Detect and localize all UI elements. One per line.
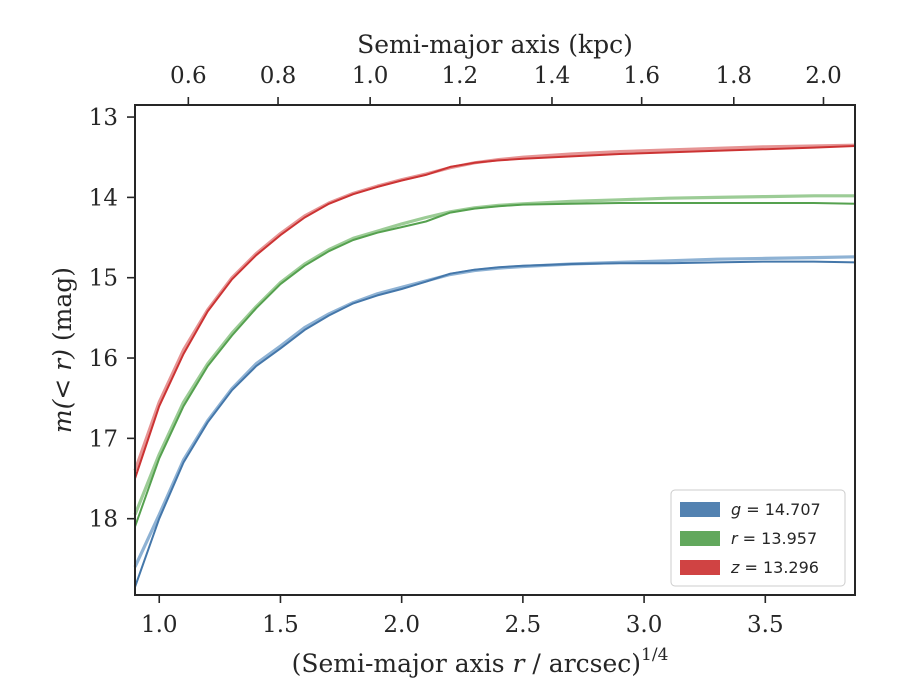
y-tick-label: 13	[89, 105, 118, 131]
top-x-axis-title: Semi-major axis (kpc)	[357, 30, 633, 59]
legend-label-r: r = 13.957	[731, 529, 817, 548]
y-tick-label: 17	[89, 426, 118, 452]
top-tick-label: 1.8	[715, 63, 752, 89]
series-fit-line-z	[133, 143, 856, 472]
top-x-axis: 0.6 0.8 1.0 1.2 1.4 1.6 1.8 2.0	[170, 63, 842, 105]
x-tick-label: 3.5	[747, 612, 784, 638]
x-tick-label: 2.0	[383, 612, 420, 638]
xlabel-tail: / arcsec)	[524, 649, 641, 678]
xlabel-main: (Semi-major axis	[292, 649, 513, 678]
series-line-g	[134, 260, 856, 588]
x-tick-label: 2.5	[505, 612, 542, 638]
xlabel-exponent: 1/4	[641, 645, 668, 665]
series-fit-line-r	[133, 194, 855, 516]
top-tick-label: 1.0	[352, 63, 389, 89]
legend-swatch-g	[680, 502, 720, 517]
xlabel-var: r	[513, 649, 527, 678]
y-axis-title: m(< r) (mag)	[48, 267, 77, 433]
ylabel-math: m(< r)	[48, 349, 77, 433]
top-tick-label: 1.4	[534, 63, 571, 89]
x-tick-label: 1.0	[141, 612, 178, 638]
top-tick-label: 1.2	[442, 63, 479, 89]
plot-frame	[134, 104, 856, 596]
ylabel-unit: (mag)	[48, 267, 77, 349]
y-tick-label: 16	[89, 346, 118, 372]
legend-label-z: z = 13.296	[730, 558, 819, 577]
bottom-x-axis-title: (Semi-major axis r / arcsec)1/4	[292, 645, 669, 678]
series-lines	[133, 143, 856, 588]
top-tick-label: 2.0	[805, 63, 842, 89]
x-tick-label: 1.5	[262, 612, 299, 638]
x-tick-label: 3.0	[626, 612, 663, 638]
series-line-z	[134, 145, 856, 479]
series-line-r	[134, 202, 856, 528]
legend: g = 14.707 r = 13.957 z = 13.296	[670, 489, 846, 587]
y-tick-label: 14	[89, 185, 118, 211]
top-tick-label: 0.8	[260, 63, 297, 89]
y-axis: 13 14 15 16 17 18	[89, 105, 135, 533]
legend-swatch-z	[680, 560, 720, 575]
top-tick-label: 1.6	[623, 63, 660, 89]
bottom-x-axis: 1.0 1.5 2.0 2.5 3.0 3.5	[141, 595, 784, 638]
top-tick-label: 0.6	[170, 63, 207, 89]
y-tick-label: 18	[89, 507, 118, 533]
legend-label-g: g = 14.707	[731, 500, 821, 519]
y-tick-label: 15	[89, 266, 118, 292]
legend-swatch-r	[680, 531, 720, 546]
